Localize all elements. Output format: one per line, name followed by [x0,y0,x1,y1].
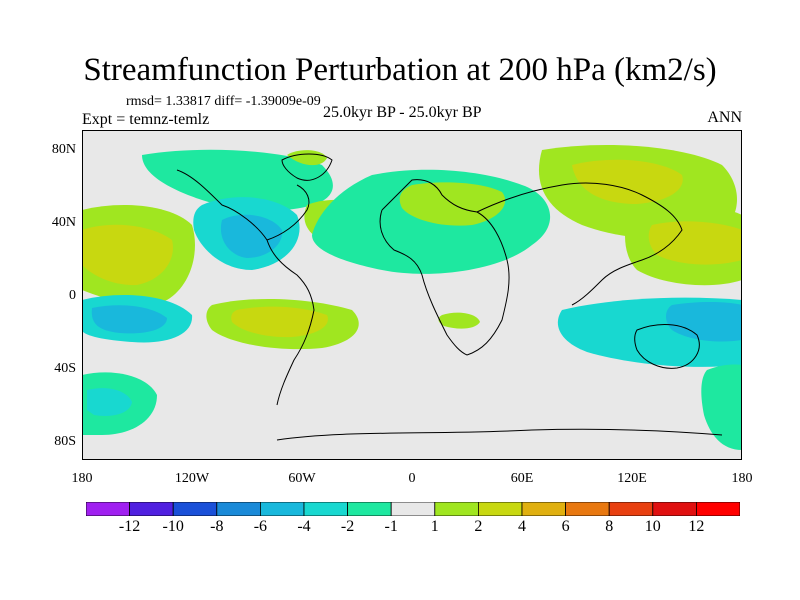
lon-label: 60E [510,471,534,486]
lat-label: 80S [54,434,76,449]
colorbar [86,502,740,516]
coastline [266,184,310,241]
colorbar-label: 1 [430,518,439,535]
season-label: ANN [707,109,742,126]
contour-region [701,364,742,450]
colorbar-swatch [303,502,348,516]
coastline [634,324,700,369]
colorbar-swatch [216,502,261,516]
colorbar-swatch [259,502,305,516]
colorbar-swatch [652,502,697,516]
lon-label: 120W [174,471,210,486]
field-contours [82,145,742,450]
coastline [281,153,333,181]
lon-label: 180 [731,471,753,486]
map-title: Streamfunction Perturbation at 200 hPa (… [83,52,717,88]
colorbar-label: 2 [474,518,483,535]
colorbar-swatch [434,502,479,516]
colorbar-label: 12 [688,518,705,535]
colorbar-label: -1 [384,518,398,535]
contour-region [648,221,742,265]
contour-region [91,305,167,334]
colorbar-swatch [86,502,130,516]
contour-region [438,312,480,329]
colorbar-label: -10 [162,518,184,535]
colorbar-swatch [172,502,218,516]
lon-label: 60W [288,471,316,486]
stats-line: rmsd= 1.33817 diff= -1.39009e-09 [126,94,321,109]
coastline [379,209,468,356]
colorbar-swatch [477,502,523,516]
contour-region [82,224,173,286]
map-frame [82,130,742,460]
colorbar-swatch [696,502,740,516]
colorbar-label: -6 [253,518,268,535]
coastline [276,428,723,441]
lat-label: 80N [51,142,76,157]
contour-region [231,306,328,338]
lat-label: 40N [51,215,76,230]
lon-label: 180 [71,471,93,486]
colorbar-label: -4 [297,518,311,535]
colorbar-label: -2 [340,518,355,535]
contour-region [287,150,327,166]
lon-label: 0 [408,471,416,486]
contour-region [666,301,742,342]
contour-region [572,159,683,204]
colorbar-label: 6 [561,518,570,535]
contour-region [142,149,333,211]
coastline [476,182,683,306]
colorbar-swatch [129,502,174,516]
colorbar-swatch [347,502,392,516]
colorbar-swatch [521,502,566,516]
map-plot [82,130,742,460]
experiment-label: Expt = temnz-temlz [82,111,210,128]
colorbar-label: 8 [605,518,614,535]
lon-label: 120E [617,471,647,486]
colorbar-label: 10 [644,518,661,535]
contour-region [87,388,132,416]
colorbar-swatch [565,502,610,516]
coastlines [176,153,723,441]
contour-region [220,214,283,258]
colorbar-swatch [608,502,654,516]
period-label: 25.0kyr BP - 25.0kyr BP [323,104,482,121]
colorbar-label: 4 [518,518,526,535]
lat-label: 0 [69,288,76,303]
colorbar-swatch [390,502,436,516]
coastline [176,169,315,406]
contour-region [399,182,506,226]
colorbar-label: -8 [210,518,224,535]
map-svg [82,130,742,460]
colorbar-label: -12 [118,518,141,535]
lat-label: 40S [54,361,76,376]
